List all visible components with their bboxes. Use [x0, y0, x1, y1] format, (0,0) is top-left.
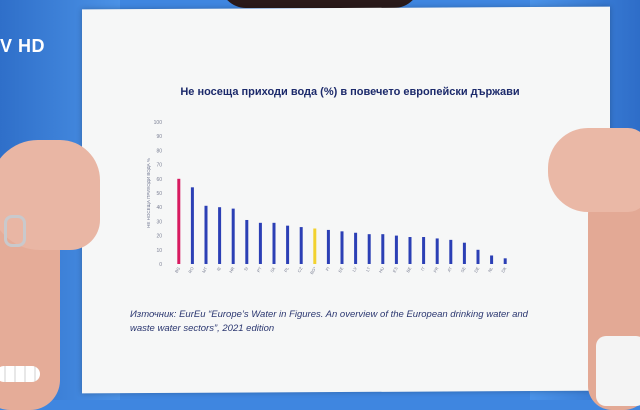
x-tick-label: DK — [500, 266, 507, 274]
x-tick-label: BE — [405, 266, 412, 274]
x-tick-label: LT — [365, 266, 372, 273]
bar-chart: 0 10 20 30 40 50 60 70 80 90 100 НЕ НОСЕЩА ПРИХОДИ … — [146, 120, 508, 275]
bar-PL — [286, 225, 290, 264]
bar-FI — [326, 229, 330, 264]
bar-BG — [177, 178, 181, 264]
x-tick-label: FR — [432, 266, 439, 273]
bar-NL — [490, 255, 494, 264]
x-tick-label: LV — [351, 266, 358, 273]
bar-SE — [462, 242, 466, 264]
x-tick-label: RO — [187, 265, 195, 274]
x-tick-label: IT — [420, 266, 426, 272]
x-tick-label: FI — [325, 266, 331, 272]
right-hand — [548, 128, 640, 212]
bar-BG* — [313, 228, 317, 264]
chart-title: Не носеща приходи вода (%) в повечето ев… — [180, 86, 520, 98]
y-tick-label: 90 — [156, 134, 162, 140]
bar-HR — [231, 208, 235, 264]
y-tick-label: 60 — [156, 177, 162, 183]
presenter-hair — [220, 0, 420, 8]
bar-BE — [408, 237, 412, 264]
x-tick-label: PL — [283, 265, 290, 273]
y-tick-label: 20 — [156, 234, 162, 240]
bar-IE — [218, 207, 222, 264]
bar-PT — [258, 222, 262, 264]
y-tick-label: 30 — [156, 219, 162, 225]
bar-IT — [422, 237, 426, 264]
bar-DE — [476, 249, 480, 264]
bar-EE — [340, 231, 344, 264]
x-tick-label: SK — [269, 266, 276, 274]
x-tick-label: ES — [392, 266, 399, 274]
x-tick-label: HR — [228, 266, 235, 274]
bar-DK — [503, 258, 507, 264]
channel-logo: V HD — [0, 36, 46, 56]
bar-FR — [435, 238, 439, 264]
bracelet — [0, 366, 40, 382]
bar-MT — [204, 205, 208, 264]
y-tick-label: 50 — [156, 191, 162, 197]
y-tick-label: 70 — [156, 163, 162, 169]
x-tick-label: AT — [446, 266, 453, 273]
right-sleeve — [596, 336, 640, 406]
chart-source-note: Източник: EurEu “Europe’s Water in Figur… — [130, 309, 528, 334]
x-tick-label: DE — [473, 266, 480, 274]
bar-AT — [449, 239, 453, 264]
x-tick-label: CZ — [296, 266, 303, 274]
x-tick-label: BG* — [309, 266, 317, 275]
x-tick-label: HU — [378, 266, 385, 274]
y-tick-label: 80 — [156, 148, 162, 154]
x-tick-label: EE — [337, 266, 344, 274]
y-axis-label: НЕ НОСЕЩА ПРИХОДИ ВОДА % — [146, 158, 151, 228]
bar-LV — [354, 232, 358, 264]
y-tick-label: 10 — [156, 248, 162, 254]
x-tick-label: SI — [243, 266, 249, 272]
x-tick-label: IE — [216, 266, 222, 272]
y-tick-label: 100 — [154, 120, 163, 126]
bar-SI — [245, 219, 249, 264]
x-tick-label: MT — [201, 266, 209, 274]
bar-HU — [381, 234, 385, 264]
x-tick-label: PT — [256, 266, 263, 274]
bar-LT — [367, 234, 371, 264]
x-tick-label: SE — [460, 266, 467, 274]
bar-CZ — [299, 227, 303, 264]
y-tick-label: 40 — [156, 205, 162, 211]
bar-RO — [190, 187, 194, 264]
ring — [4, 215, 26, 247]
x-tick-label: BG — [174, 266, 181, 274]
bar-ES — [394, 235, 398, 264]
bar-SK — [272, 222, 276, 264]
x-tick-label: NL — [487, 265, 494, 273]
y-tick-label: 0 — [159, 262, 162, 268]
left-hand — [0, 140, 100, 250]
